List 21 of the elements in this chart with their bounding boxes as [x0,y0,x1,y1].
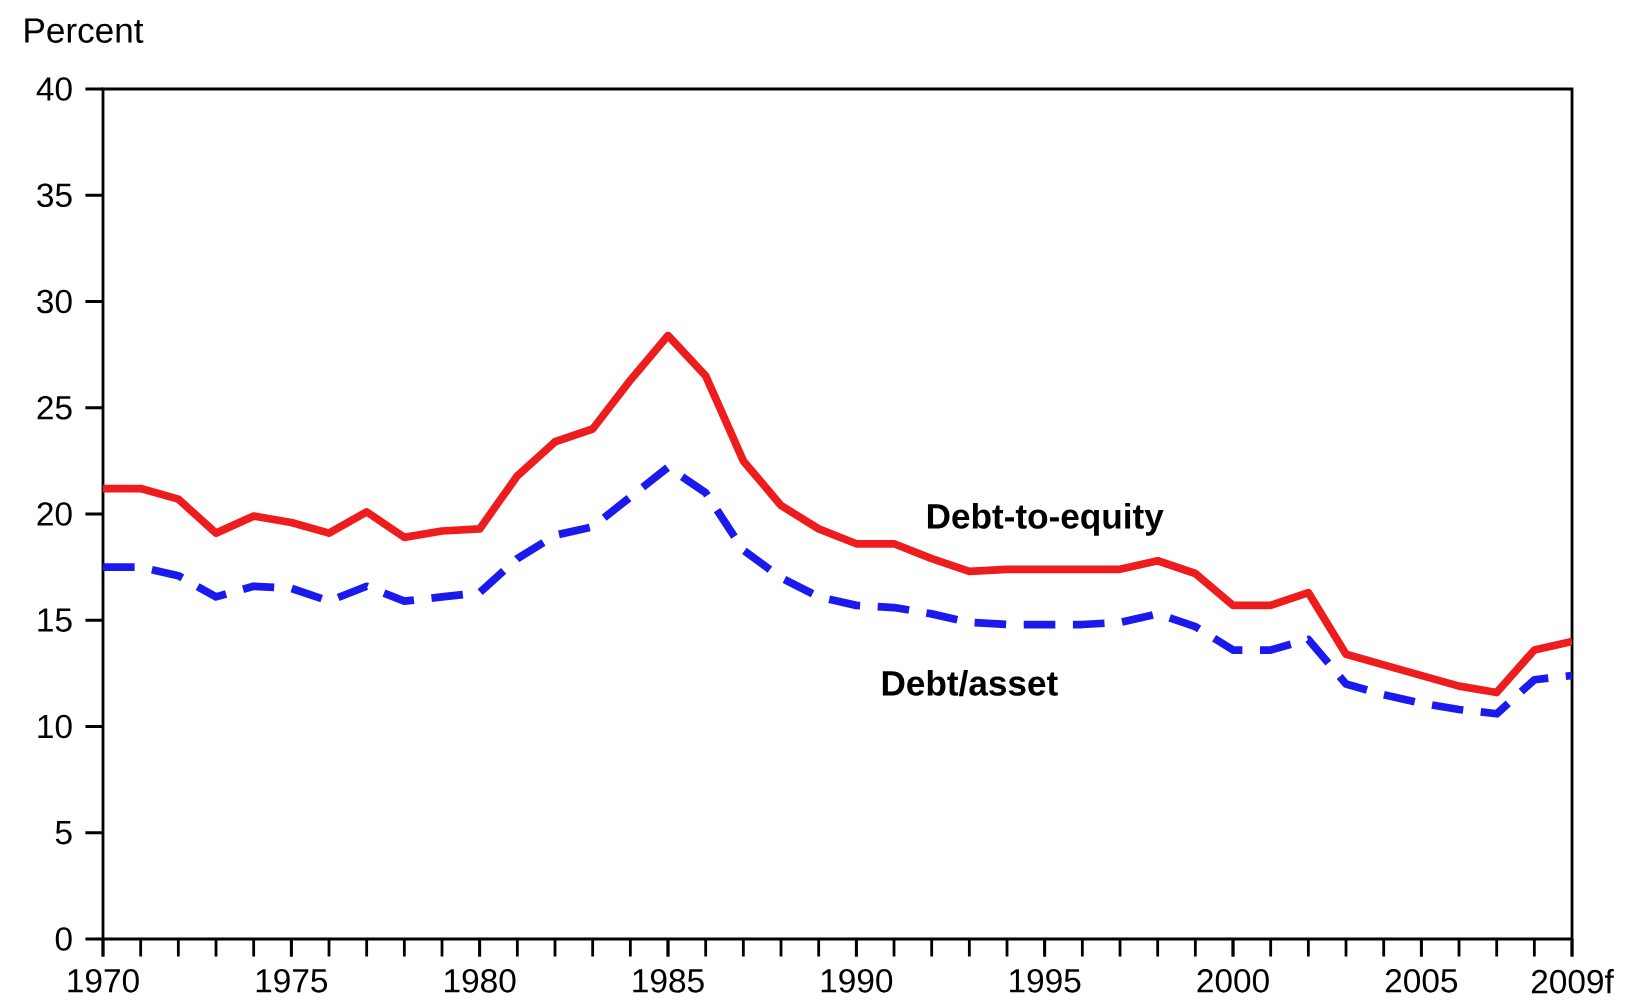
series-label: Debt/asset [882,669,1058,697]
y-tick-label: 25 [37,395,72,420]
y-tick-label: 30 [37,289,72,314]
y-tick-label: 10 [38,714,72,739]
y-tick-label: 5 [55,821,72,845]
x-tick-label: 1995 [1010,969,1081,993]
x-tick-label: 1970 [68,969,139,993]
x-tick-label: 1980 [445,969,516,993]
y-axis-title: Percent [25,18,144,43]
y-tick-label: 35 [37,183,72,208]
y-tick-label: 20 [37,502,72,526]
x-tick-label: 1975 [256,969,328,993]
y-tick-label: 40 [36,77,72,101]
series-label: Debt-to-equity [927,503,1164,536]
y-tick-label: 0 [55,927,72,951]
x-tick-label: 1990 [821,969,893,993]
y-tick-label: 15 [38,608,72,632]
x-tick-label: 1985 [633,969,704,993]
x-tick-label: 2000 [1197,969,1269,993]
x-tick-label: 2005 [1385,969,1458,993]
x-tick-label: 2009f [1531,968,1614,994]
